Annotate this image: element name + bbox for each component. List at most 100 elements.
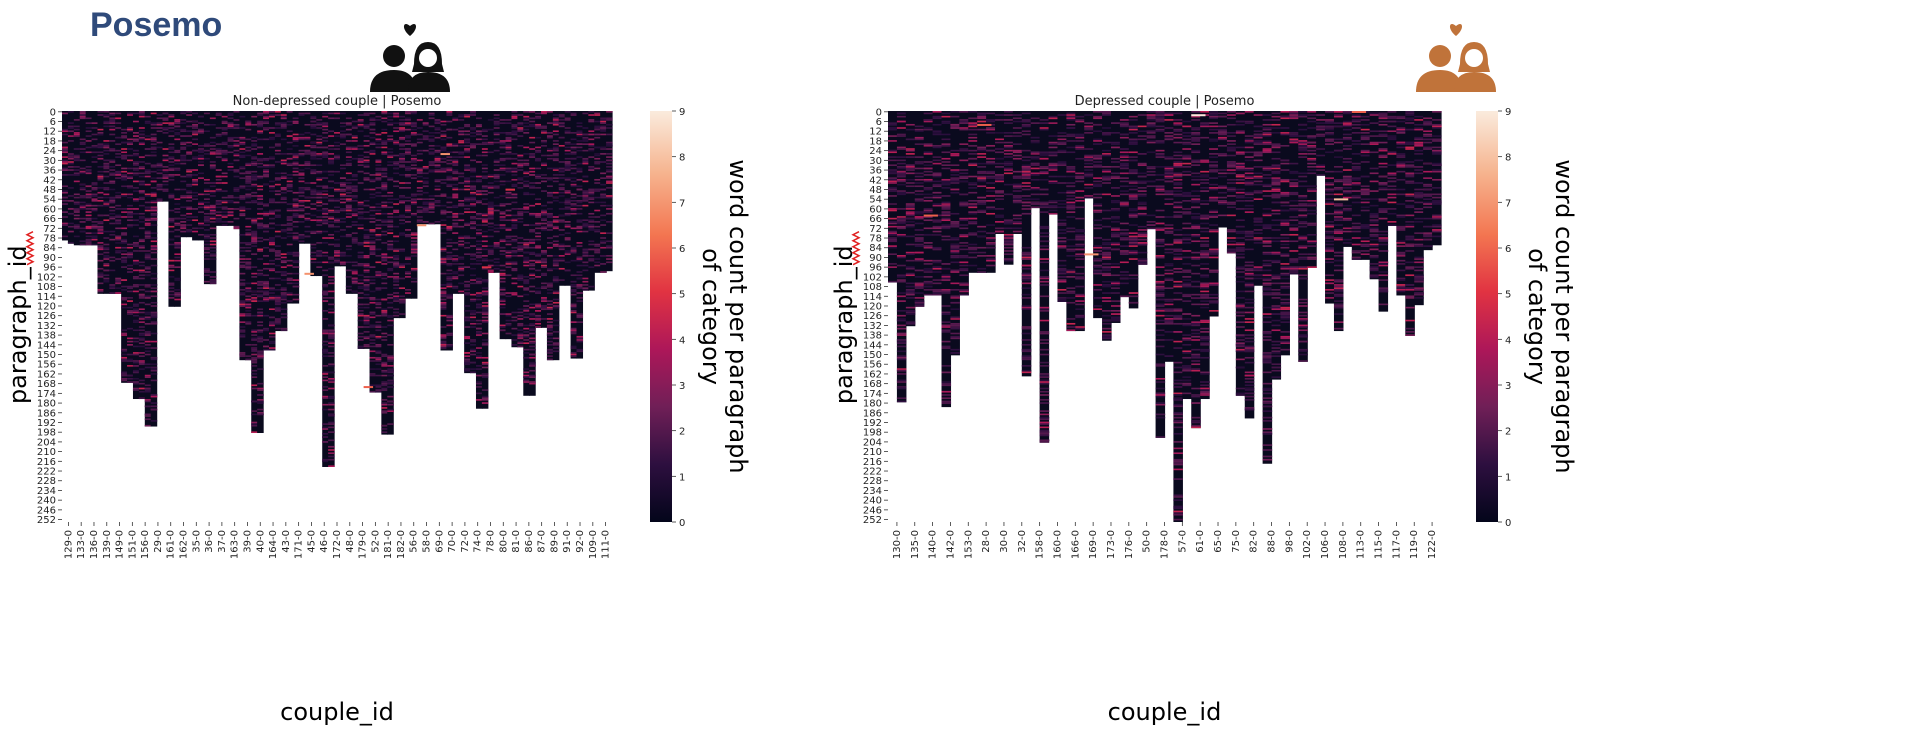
heatmap-cell [138, 221, 146, 223]
heatmap-cell [263, 297, 270, 299]
heatmap-cell [393, 216, 400, 218]
heatmap-cell [357, 264, 365, 267]
heatmap-cell [221, 157, 229, 160]
heatmap-cell [546, 122, 554, 124]
heatmap-cell [499, 306, 507, 309]
heatmap-cell [239, 261, 246, 264]
heatmap-cell [263, 224, 270, 226]
heatmap-cell [138, 269, 146, 272]
heatmap-cell [268, 212, 276, 215]
heatmap-cell [298, 149, 306, 152]
heatmap-cell [286, 282, 294, 285]
heatmap-cell [203, 224, 211, 226]
heatmap-cell [233, 225, 241, 228]
heatmap-cell [369, 298, 377, 301]
heatmap-cell [257, 195, 264, 197]
heatmap-cell [322, 460, 329, 463]
heatmap-cell [529, 342, 536, 345]
heatmap-cell [316, 253, 323, 256]
heatmap-cell [268, 322, 276, 325]
heatmap-cell [209, 240, 217, 243]
heatmap-cell [251, 238, 258, 241]
heatmap-cell [481, 258, 489, 260]
heatmap-cell [475, 199, 483, 202]
heatmap-cell [387, 276, 394, 278]
heatmap-cell [132, 235, 140, 238]
heatmap-cell [132, 167, 140, 170]
heatmap-cell [523, 276, 530, 278]
heatmap-cell [186, 212, 193, 215]
heatmap-cell [552, 235, 560, 238]
heatmap-cell [535, 212, 542, 215]
heatmap-cell [381, 332, 388, 335]
heatmap-cell [162, 166, 170, 168]
heatmap-cell [535, 238, 542, 241]
heatmap-cell [535, 259, 542, 262]
heatmap-cell [470, 199, 477, 202]
heatmap-cell [292, 203, 300, 205]
heatmap-cell [481, 311, 489, 314]
heatmap-cell [227, 211, 235, 213]
heatmap-cell [322, 274, 329, 277]
heatmap-cell [393, 248, 400, 251]
heatmap-cell [227, 140, 235, 142]
heatmap-cell [109, 133, 116, 136]
heatmap-cell [168, 282, 175, 285]
heatmap-cell [132, 212, 140, 215]
heatmap-cell [440, 303, 448, 306]
heatmap-cell [458, 172, 465, 175]
heatmap-cell [487, 206, 495, 209]
heatmap-cell [198, 164, 205, 167]
heatmap-cell [434, 178, 442, 181]
heatmap-cell [345, 140, 353, 142]
heatmap-cell [292, 259, 300, 262]
heatmap-cell [274, 123, 282, 126]
heatmap-cell [268, 297, 276, 299]
heatmap-cell [558, 255, 566, 257]
heatmap-cell [357, 282, 365, 285]
heatmap-cell [274, 178, 282, 181]
heatmap-cell [422, 149, 430, 152]
heatmap-cell [239, 334, 246, 336]
heatmap-cell [464, 246, 471, 249]
heatmap-cell [144, 233, 152, 236]
heatmap-cell [475, 259, 483, 262]
heatmap-cell [357, 224, 365, 226]
heatmap-cell [470, 227, 477, 230]
heatmap-cell [286, 203, 294, 205]
heatmap-cell [121, 233, 128, 236]
heatmap-cell [345, 225, 353, 228]
heatmap-cell [203, 229, 211, 231]
heatmap-cell [257, 198, 264, 200]
heatmap-cell [221, 196, 229, 199]
heatmap-cell [156, 172, 164, 175]
heatmap-cell [156, 122, 164, 124]
heatmap-cell [558, 191, 566, 194]
heatmap-cell [357, 243, 365, 246]
heatmap-cell [274, 284, 282, 286]
heatmap-cell [292, 198, 300, 200]
heatmap-cell [535, 182, 542, 184]
heatmap-cell [505, 122, 513, 124]
heatmap-cell [268, 287, 276, 289]
heatmap-cell [115, 237, 122, 239]
heatmap-cell [517, 246, 524, 249]
heatmap-cell [174, 119, 181, 121]
heatmap-cell [73, 196, 81, 199]
heatmap-cell [440, 123, 448, 126]
heatmap-cell [363, 159, 371, 162]
heatmap-cell [434, 161, 442, 163]
heatmap-cell [115, 292, 122, 294]
heatmap-cell [405, 122, 412, 124]
heatmap-cell [458, 153, 465, 155]
heatmap-cell [150, 224, 158, 226]
heatmap-cell [546, 157, 554, 160]
heatmap-cell [529, 381, 536, 383]
heatmap-cell [399, 233, 406, 236]
heatmap-cell [369, 313, 377, 315]
heatmap-cell [523, 287, 530, 289]
heatmap-cell [274, 111, 282, 113]
heatmap-cell [523, 335, 530, 338]
heatmap-cell [286, 208, 294, 210]
heatmap-cell [168, 287, 175, 289]
